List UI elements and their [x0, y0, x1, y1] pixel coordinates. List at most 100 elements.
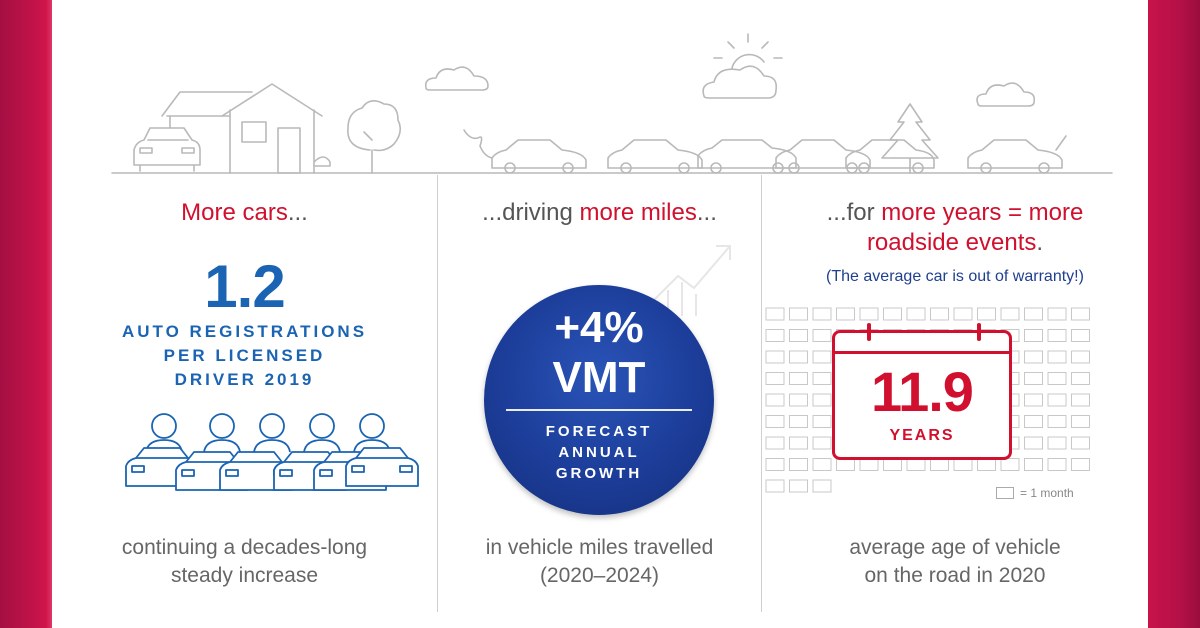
person-icon	[353, 413, 391, 453]
registrations-panel: More cars... 1.2 AUTO REGISTRATIONS PER …	[52, 180, 437, 620]
month-cell	[765, 479, 785, 493]
street-scene-illustration	[111, 33, 1113, 174]
vmt-percent: +4%	[554, 303, 644, 352]
month-legend-icon	[996, 487, 1014, 499]
month-cell	[765, 307, 785, 321]
column-divider	[437, 175, 438, 612]
vmt-label: VMT	[552, 353, 646, 402]
month-cell	[883, 307, 902, 321]
vehicle-age-panel: ...for more years = more roadside events…	[762, 180, 1148, 620]
registrations-caption: continuing a decades-long steady increas…	[121, 536, 368, 587]
month-cell	[1024, 307, 1043, 321]
month-cell	[1071, 307, 1090, 321]
registrations-stat: 1.2	[204, 253, 285, 320]
month-cell	[1047, 350, 1067, 364]
car-icon	[491, 139, 587, 174]
person-icon	[303, 413, 341, 453]
month-cell	[859, 307, 879, 321]
month-cell	[812, 458, 832, 471]
month-legend-label: = 1 month	[1020, 486, 1074, 500]
month-cell	[1071, 393, 1090, 407]
month-cell	[906, 307, 926, 321]
miles-panel: ...driving more miles... +4% VMT FORECAS…	[438, 180, 761, 620]
people-and-cars-illustration	[125, 413, 419, 491]
month-cell	[812, 350, 832, 364]
month-cell	[812, 415, 832, 428]
month-cell	[812, 479, 832, 493]
vmt-forecast-badge: +4% VMT FORECAST ANNUAL GROWTH	[484, 285, 714, 515]
month-cell	[812, 436, 832, 450]
column-divider	[761, 175, 762, 612]
cloud-icon	[976, 82, 1036, 107]
month-cell	[1047, 415, 1067, 428]
month-cell	[765, 436, 785, 450]
month-cell	[1000, 307, 1020, 321]
miles-caption: in vehicle miles travelled (2020–2024)	[485, 536, 714, 587]
vmt-sublabel: FORECAST ANNUAL GROWTH	[545, 423, 653, 482]
month-cell	[1024, 350, 1043, 364]
panel-heading: ...driving more miles...	[482, 199, 717, 226]
month-cell	[883, 458, 902, 471]
month-cell	[765, 458, 785, 471]
month-cell	[812, 329, 832, 342]
cloud-icon	[424, 66, 489, 91]
month-cell	[1024, 436, 1043, 450]
car-icon	[967, 135, 1067, 174]
month-cell	[1047, 372, 1067, 385]
month-cell	[977, 307, 996, 321]
month-cell	[859, 458, 879, 471]
right-border	[1148, 0, 1200, 628]
registrations-label: AUTO REGISTRATIONS PER LICENSED DRIVER 2…	[121, 322, 368, 389]
month-cell	[789, 350, 808, 364]
month-cell	[1024, 393, 1043, 407]
month-cell	[789, 372, 808, 385]
house-icon	[161, 83, 323, 174]
car-icon	[845, 139, 935, 174]
person-icon	[253, 413, 291, 453]
month-cell	[1071, 329, 1090, 342]
cloud-icon	[702, 65, 778, 99]
person-icon	[203, 413, 241, 453]
calendar-ring	[867, 323, 871, 341]
vehicle-age-caption: average age of vehicle on the road in 20…	[849, 536, 1061, 587]
month-cell	[1071, 350, 1090, 364]
month-cell	[930, 458, 949, 471]
warranty-note: (The average car is out of warranty!)	[826, 268, 1084, 285]
month-cell	[789, 329, 808, 342]
tree-icon	[347, 100, 402, 174]
month-cell	[812, 372, 832, 385]
month-cell	[1024, 372, 1043, 385]
month-cell	[789, 393, 808, 407]
car-icon	[345, 447, 419, 487]
month-cell	[953, 458, 973, 471]
month-cell	[1047, 329, 1067, 342]
month-cell	[836, 307, 855, 321]
month-cell	[789, 415, 808, 428]
panel-heading: More cars...	[181, 199, 308, 226]
month-cell	[765, 372, 785, 385]
vehicle-age-value: 11.9	[871, 360, 974, 423]
month-cell	[1071, 415, 1090, 428]
month-cell	[789, 458, 808, 471]
month-cell	[906, 458, 926, 471]
month-cell	[789, 436, 808, 450]
month-cell	[1024, 458, 1043, 471]
calendar-header	[835, 333, 1009, 354]
month-cell	[1071, 372, 1090, 385]
month-cell	[812, 307, 832, 321]
car-icon	[697, 139, 797, 174]
month-cell	[765, 393, 785, 407]
month-cell	[765, 415, 785, 428]
month-cell	[1047, 307, 1067, 321]
month-cell	[1047, 393, 1067, 407]
car-icon	[607, 139, 703, 174]
panel-heading: ...for more years = more roadside events…	[826, 199, 1084, 256]
month-cell	[1024, 415, 1043, 428]
month-cell	[1047, 458, 1067, 471]
month-cell	[765, 350, 785, 364]
month-cell	[977, 458, 996, 471]
badge-divider	[506, 409, 692, 411]
sun-icon	[713, 33, 783, 69]
month-cell	[789, 479, 808, 493]
vehicle-age-unit: YEARS	[889, 427, 955, 444]
